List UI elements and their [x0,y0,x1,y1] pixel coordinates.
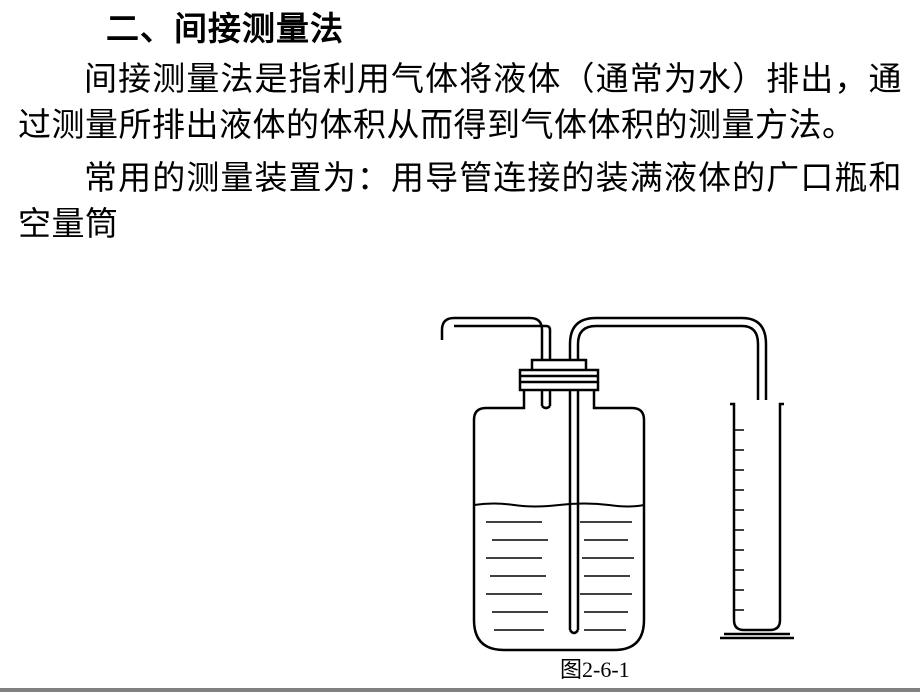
apparatus-diagram [414,300,834,670]
page-border-bottom [0,688,920,692]
body-paragraph-1: 间接测量法是指利用气体将液体（通常为水）排出，通过测量所排出液体的体积从而得到气… [18,58,902,149]
section-heading: 二、间接测量法 [106,2,902,50]
figure-caption: 图2-6-1 [560,652,630,684]
body-paragraph-2: 常用的测量装置为：用导管连接的装满液体的广口瓶和空量筒 [18,157,902,248]
